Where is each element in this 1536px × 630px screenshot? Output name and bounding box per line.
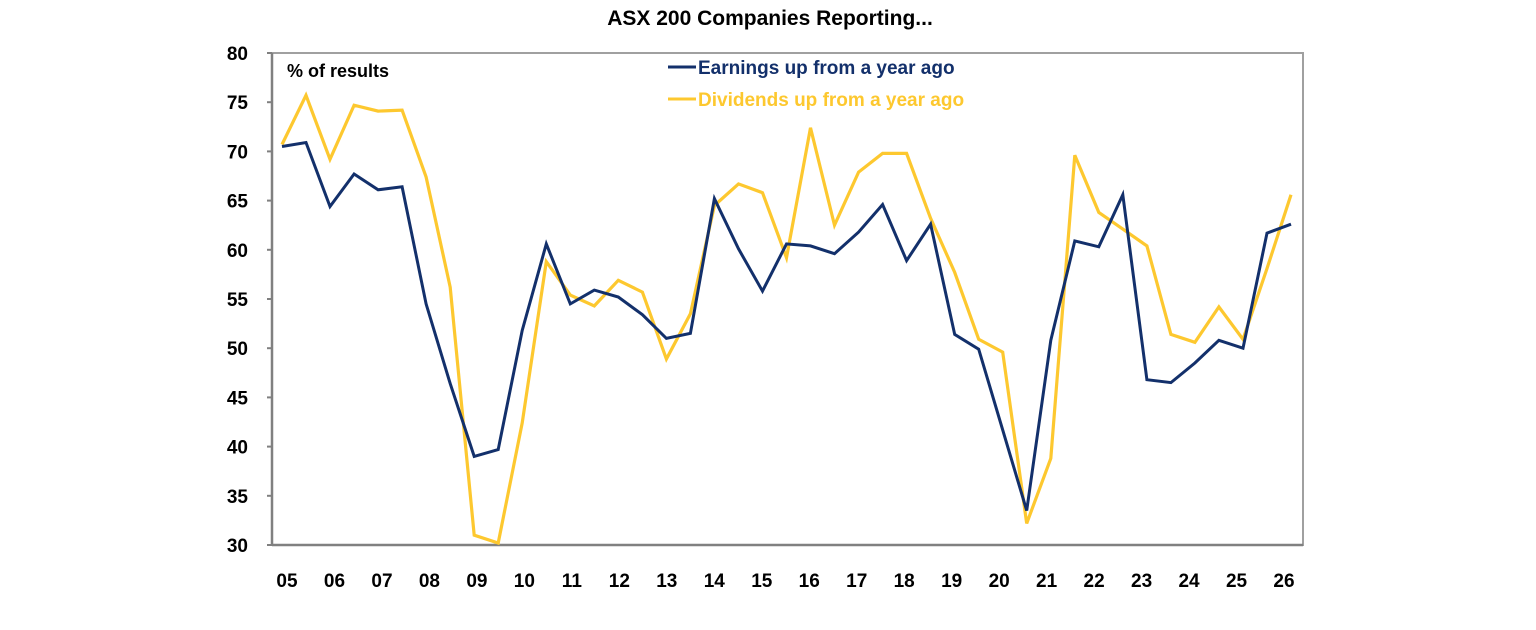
x-ticks: 05 06 07 08 09 10 11 12 13 14 15 16 17 18 19 20 21 22 23 24…: [276, 571, 1294, 592]
x-tick-label: 26: [1273, 571, 1294, 592]
y-tick-label: 70: [227, 142, 248, 163]
y-tick-label: 45: [227, 388, 249, 409]
y-tick-label: 35: [227, 487, 249, 508]
x-tick-label: 24: [1178, 571, 1200, 592]
x-tick-label: 25: [1226, 571, 1248, 592]
y-tick-label: 50: [227, 339, 248, 360]
y-tick-label: 30: [227, 536, 248, 557]
x-tick-label: 15: [751, 571, 773, 592]
x-tick-label: 08: [419, 571, 440, 592]
y-unit-label: % of results: [287, 61, 389, 81]
x-tick-label: 11: [562, 571, 583, 592]
x-tick-label: 20: [989, 571, 1010, 592]
plot-frame: [271, 52, 1304, 546]
y-tick-label: 75: [227, 93, 249, 114]
legend-label-earnings: Earnings up from a year ago: [698, 58, 955, 79]
x-tick-label: 19: [941, 571, 962, 592]
x-tick-label: 21: [1036, 571, 1058, 592]
y-ticks: 30 35 40 45 50 55 60 65 70 75 80: [227, 44, 272, 557]
y-tick-label: 65: [227, 192, 249, 213]
x-tick-label: 23: [1131, 571, 1152, 592]
x-tick-label: 22: [1084, 571, 1105, 592]
x-tick-label: 12: [609, 571, 630, 592]
y-tick-label: 40: [227, 438, 248, 459]
x-tick-label: 06: [324, 571, 345, 592]
x-tick-label: 10: [514, 571, 535, 592]
x-tick-label: 14: [704, 571, 726, 592]
y-tick-label: 60: [227, 241, 248, 262]
x-tick-label: 17: [846, 571, 867, 592]
x-tick-label: 09: [466, 571, 487, 592]
legend: Earnings up from a year ago Dividends up…: [668, 58, 964, 111]
x-tick-label: 16: [799, 571, 820, 592]
series-lines: [280, 91, 1293, 546]
x-tick-label: 13: [656, 571, 677, 592]
chart-title: ASX 200 Companies Reporting...: [607, 7, 933, 30]
legend-label-dividends: Dividends up from a year ago: [698, 90, 964, 111]
x-tick-label: 05: [276, 571, 298, 592]
x-tick-label: 18: [894, 571, 915, 592]
y-tick-label: 55: [227, 290, 249, 311]
y-tick-label: 80: [227, 44, 248, 65]
x-tick-label: 07: [371, 571, 392, 592]
